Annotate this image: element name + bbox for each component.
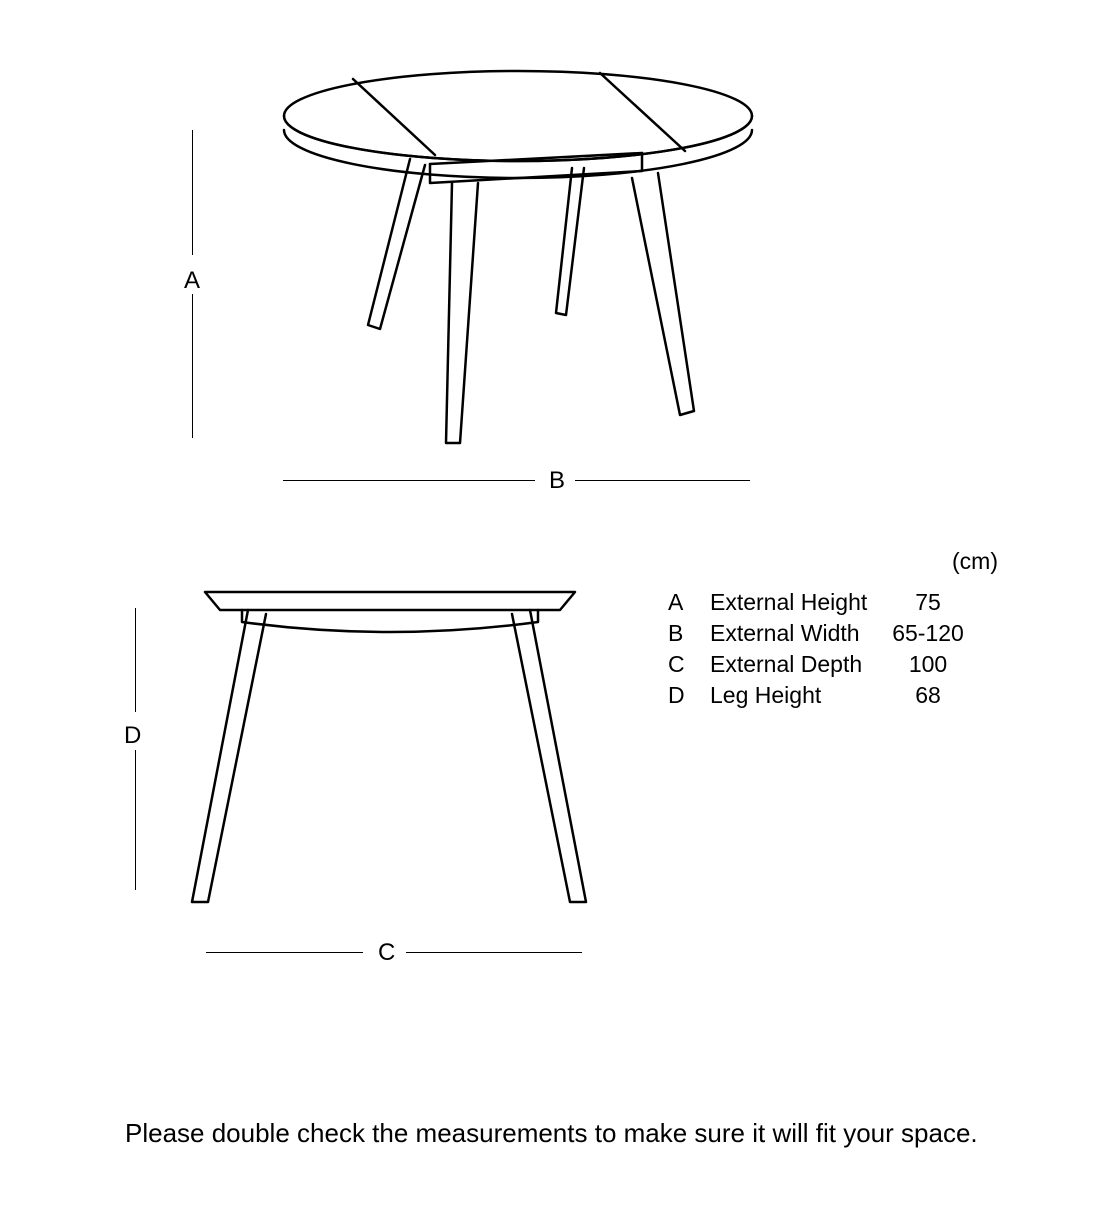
table-side-drawing <box>180 580 600 940</box>
legend-row-A: A External Height 75 <box>668 587 976 618</box>
dim-B-line-left <box>283 480 535 481</box>
dim-C-line-left <box>206 952 363 953</box>
dim-C-line-right <box>406 952 582 953</box>
dim-D-line-bottom <box>135 750 136 890</box>
footer-note: Please double check the measurements to … <box>125 1118 978 1149</box>
legend-row-B: B External Width 65-120 <box>668 618 976 649</box>
dim-B-letter: B <box>549 467 565 495</box>
legend-table: A External Height 75 B External Width 65… <box>668 587 976 711</box>
legend-value: 68 <box>888 680 976 711</box>
legend-label: External Height <box>710 587 888 618</box>
legend-letter: C <box>668 649 710 680</box>
legend-letter: D <box>668 680 710 711</box>
dim-D-letter: D <box>124 722 141 750</box>
dim-D-line-top <box>135 608 136 712</box>
dim-A-line-bottom <box>192 294 193 438</box>
legend-letter: A <box>668 587 710 618</box>
legend-label: External Width <box>710 618 888 649</box>
legend-label: External Depth <box>710 649 888 680</box>
legend-label: Leg Height <box>710 680 888 711</box>
legend-value: 75 <box>888 587 976 618</box>
legend-letter: B <box>668 618 710 649</box>
dim-C-letter: C <box>378 939 395 967</box>
legend-value: 100 <box>888 649 976 680</box>
dim-A-letter: A <box>184 267 200 295</box>
table-perspective-drawing <box>260 55 820 475</box>
legend-row-C: C External Depth 100 <box>668 649 976 680</box>
dim-A-line-top <box>192 130 193 255</box>
dimension-legend: (cm) A External Height 75 B External Wid… <box>668 546 998 711</box>
legend-unit: (cm) <box>668 546 998 577</box>
dim-B-line-right <box>575 480 750 481</box>
diagram-page: A B D C (cm) A External Height 75 B Exte… <box>0 0 1100 1231</box>
legend-row-D: D Leg Height 68 <box>668 680 976 711</box>
legend-value: 65-120 <box>888 618 976 649</box>
